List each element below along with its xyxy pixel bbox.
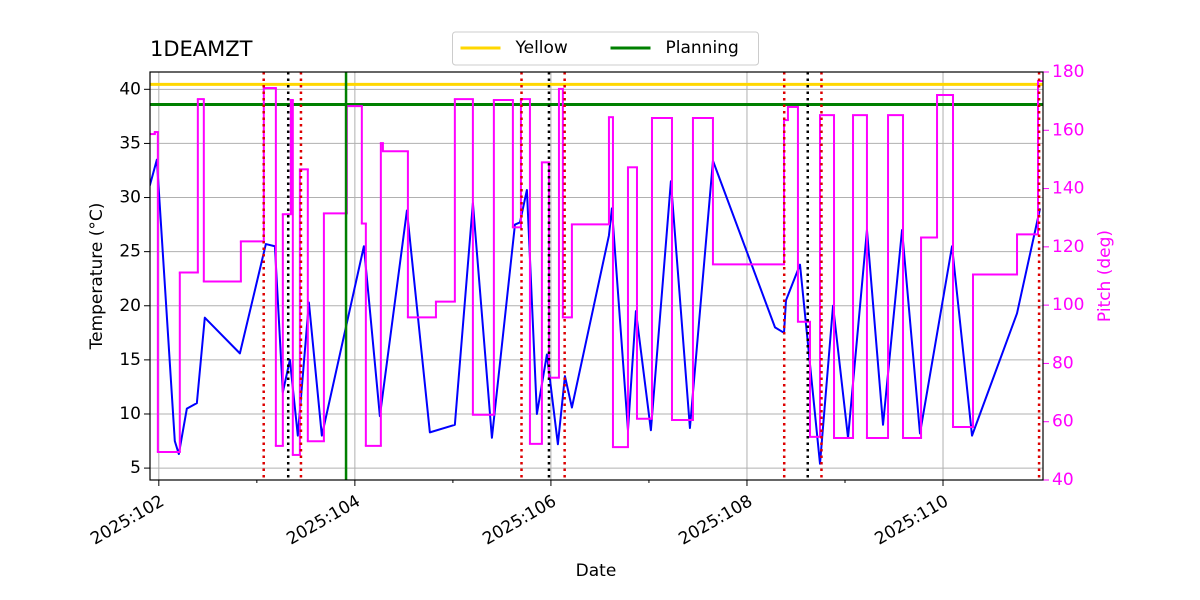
y2-tick-label: 160 — [1052, 120, 1084, 140]
legend-label: Yellow — [515, 38, 568, 58]
y-tick-label: 40 — [119, 79, 141, 99]
y2-tick-label: 140 — [1052, 179, 1084, 199]
y-tick-label: 10 — [119, 404, 141, 424]
x-tick-label: 2025:106 — [479, 491, 560, 549]
y2-tick-label: 80 — [1052, 353, 1074, 373]
y2-tick-label: 120 — [1052, 237, 1084, 257]
plot — [150, 72, 1043, 480]
y2-tick-label: 40 — [1052, 470, 1074, 490]
y2-axis-label: Pitch (deg) — [1095, 230, 1115, 322]
plot-frame — [149, 71, 1044, 481]
legend-box — [452, 31, 759, 66]
y-tick-label: 25 — [119, 242, 141, 262]
y2-tick-label: 100 — [1052, 295, 1084, 315]
y2-tick-label: 60 — [1052, 412, 1074, 432]
temperature-line — [150, 158, 1042, 465]
y-axis-label: Temperature (°C) — [87, 203, 107, 351]
y-tick-label: 20 — [119, 296, 141, 316]
y-tick-label: 5 — [130, 458, 141, 478]
x-tick-label: 2025:102 — [87, 491, 168, 549]
y-tick-label: 15 — [119, 350, 141, 370]
chart-title: 1DEAMZT — [150, 37, 253, 61]
y-tick-label: 35 — [119, 133, 141, 153]
legend-label: Planning — [666, 38, 739, 58]
x-tick-label: 2025:104 — [283, 491, 364, 549]
y-tick-label: 30 — [119, 188, 141, 208]
x-tick-label: 2025:108 — [675, 491, 756, 549]
x-tick-label: 2025:110 — [871, 491, 952, 549]
x-axis-label: Date — [576, 561, 617, 581]
y2-tick-label: 180 — [1052, 62, 1084, 82]
